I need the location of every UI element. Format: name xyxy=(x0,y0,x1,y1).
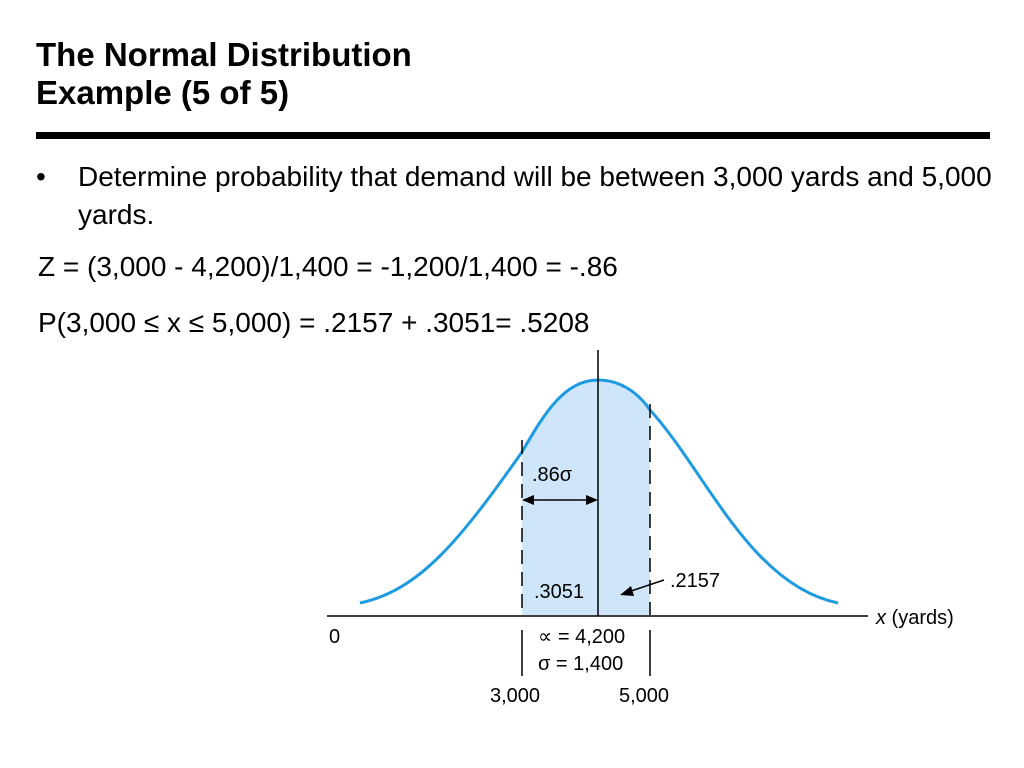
mean-label: ∝ = 4,200 xyxy=(538,626,625,648)
sigma-span-label: .86σ xyxy=(532,464,573,486)
lower-x-label: 3,000 xyxy=(490,685,540,707)
bullet-text: Determine probability that demand will b… xyxy=(78,161,992,230)
x-axis-label: x (yards) xyxy=(875,607,954,629)
title-divider xyxy=(36,132,990,139)
zero-label: 0 xyxy=(329,626,340,648)
probability-equation: P(3,000 ≤ x ≤ 5,000) = .2157 + .3051= .5… xyxy=(38,307,590,338)
slide-title-line-1: The Normal Distribution xyxy=(36,36,412,73)
left-area-label: .3051 xyxy=(534,581,584,603)
slide-title: The Normal Distribution Example (5 of 5) xyxy=(36,36,412,112)
bullet-marker: • xyxy=(36,161,46,192)
right-area-pointer xyxy=(627,579,665,593)
slide-title-line-2: Example (5 of 5) xyxy=(36,74,290,111)
sigma-span-arrowhead-left xyxy=(522,495,534,505)
sigma-span-arrowhead-right xyxy=(586,495,598,505)
x-axis-unit: (yards) xyxy=(886,607,954,629)
sd-label: σ = 1,400 xyxy=(538,653,623,675)
x-axis-variable: x xyxy=(875,607,887,629)
upper-x-label: 5,000 xyxy=(619,685,669,707)
right-area-label: .2157 xyxy=(670,570,720,592)
z-score-equation: Z = (3,000 - 4,200)/1,400 = -1,200/1,400… xyxy=(38,251,618,282)
bullet-item: • Determine probability that demand will… xyxy=(36,158,996,234)
right-area-pointer-head xyxy=(620,586,634,596)
